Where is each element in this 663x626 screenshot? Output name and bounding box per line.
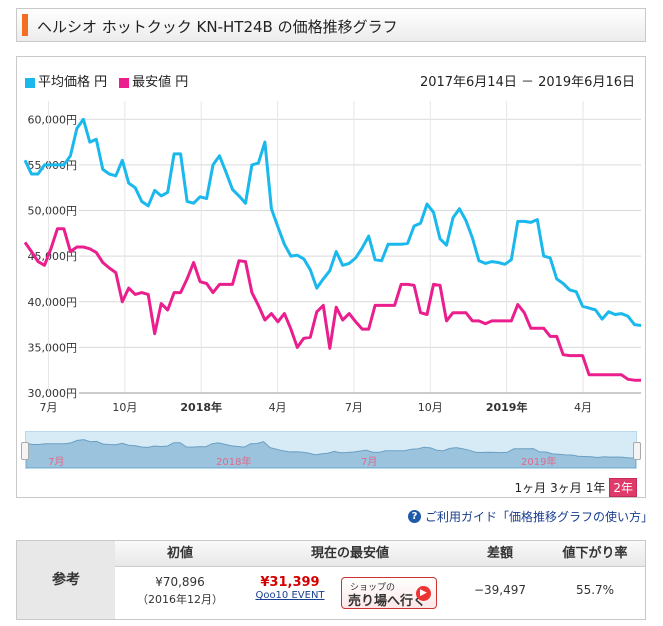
chart-legend: 平均価格 円 最安値 円 xyxy=(25,71,188,90)
timespan-3m[interactable]: 3ヶ月 xyxy=(550,481,582,495)
navigator-label: 2019年 xyxy=(521,455,556,468)
y-tick-label: 50,000円 xyxy=(28,205,78,218)
navigator-label: 7月 xyxy=(48,456,64,468)
drop-rate-col: 値下がり率 55.7% xyxy=(545,541,645,619)
current-lowest-head: 現在の最安値 xyxy=(310,546,389,561)
range-navigator[interactable]: 7月 2018年 7月 2019年 xyxy=(21,431,641,469)
drop-rate-value: 55.7% xyxy=(575,583,615,597)
x-tick-label: 7月 xyxy=(345,401,363,414)
x-tick-label: 10月 xyxy=(112,401,137,414)
navigator-right-handle[interactable] xyxy=(633,442,641,460)
drop-rate-head: 値下がり率 xyxy=(562,546,628,561)
initial-price-date: （2016年12月） xyxy=(137,593,223,606)
navigator-label: 2018年 xyxy=(216,455,251,468)
x-tick-label: 2018年 xyxy=(180,400,222,414)
shop-button-small: ショップの xyxy=(350,583,396,593)
y-tick-label: 60,000円 xyxy=(28,113,78,126)
usage-guide-link[interactable]: ? ご利用ガイド「価格推移グラフの使い方」 xyxy=(407,508,653,525)
legend-avg-swatch xyxy=(25,77,35,88)
x-tick-label: 2019年 xyxy=(486,400,528,414)
timespan-1m[interactable]: 1ヶ月 xyxy=(514,481,547,495)
date-range: 2017年6月14日 － 2019年6月16日 xyxy=(419,75,635,90)
timespan-selector: 1ヶ月 3ヶ月 1年 2年 xyxy=(514,478,637,497)
title-bar: ヘルシオ ホットクック KN-HT24B の価格推移グラフ xyxy=(16,8,646,42)
navigator-label: 7月 xyxy=(361,456,377,468)
current-lowest-col: 現在の最安値 ¥31,399 Qoo10 EVENT ショップの 売り場へ行く … xyxy=(245,541,455,619)
price-chart-panel: 平均価格 円 最安値 円 2017年6月14日 － 2019年6月16日 60,… xyxy=(16,56,646,498)
reference-table: 参考 初値 ¥70,896 （2016年12月） 現在の最安値 ¥31,399 … xyxy=(16,540,646,620)
avg-price-line xyxy=(23,117,642,327)
difference-col: 差額 −39,497 xyxy=(455,541,545,619)
x-tick-label: 4月 xyxy=(574,401,592,414)
legend-avg-label: 平均価格 円 xyxy=(38,75,108,90)
x-tick-label: 7月 xyxy=(39,401,57,414)
timespan-2y[interactable]: 2年 xyxy=(609,478,637,497)
y-tick-label: 35,000円 xyxy=(28,341,78,354)
shop-button-label: 売り場へ行く xyxy=(348,594,427,609)
x-tick-label: 10月 xyxy=(418,401,443,414)
shop-link[interactable]: Qoo10 EVENT xyxy=(255,590,325,601)
play-arrow-icon: ▶ xyxy=(416,586,431,601)
x-tick-label: 4月 xyxy=(269,401,287,414)
legend-avg[interactable]: 平均価格 円 xyxy=(25,71,107,90)
legend-min[interactable]: 最安値 円 xyxy=(119,71,188,90)
initial-price-col: 初値 ¥70,896 （2016年12月） xyxy=(115,541,245,619)
min-price-line xyxy=(23,227,641,382)
reference-header-row xyxy=(115,541,645,567)
difference-value: −39,497 xyxy=(473,583,527,597)
go-to-shop-button[interactable]: ショップの 売り場へ行く ▶ xyxy=(341,577,437,609)
legend-min-label: 最安値 円 xyxy=(132,75,189,90)
help-icon: ? xyxy=(407,510,421,523)
y-tick-label: 30,000円 xyxy=(28,387,78,400)
initial-price-head: 初値 xyxy=(166,546,193,561)
timespan-1y[interactable]: 1年 xyxy=(585,481,606,495)
usage-guide-text: ご利用ガイド「価格推移グラフの使い方」 xyxy=(424,510,653,524)
difference-head: 差額 xyxy=(486,546,513,561)
legend-min-swatch xyxy=(119,77,130,88)
navigator-preview: 7月 2018年 7月 2019年 xyxy=(26,439,636,468)
line-chart: 60,000円55,000円50,000円45,000円40,000円35,00… xyxy=(23,101,642,414)
title-accent xyxy=(22,14,28,36)
current-lowest-value: ¥31,399 xyxy=(260,575,320,590)
y-tick-label: 45,000円 xyxy=(28,250,78,263)
initial-price-value: ¥70,896 xyxy=(155,575,205,589)
navigator-area xyxy=(26,439,636,468)
page-title: ヘルシオ ホットクック KN-HT24B の価格推移グラフ xyxy=(37,18,398,36)
reference-label: 参考 xyxy=(17,541,115,619)
navigator-left-handle[interactable] xyxy=(21,442,29,460)
y-tick-label: 40,000円 xyxy=(28,296,78,309)
